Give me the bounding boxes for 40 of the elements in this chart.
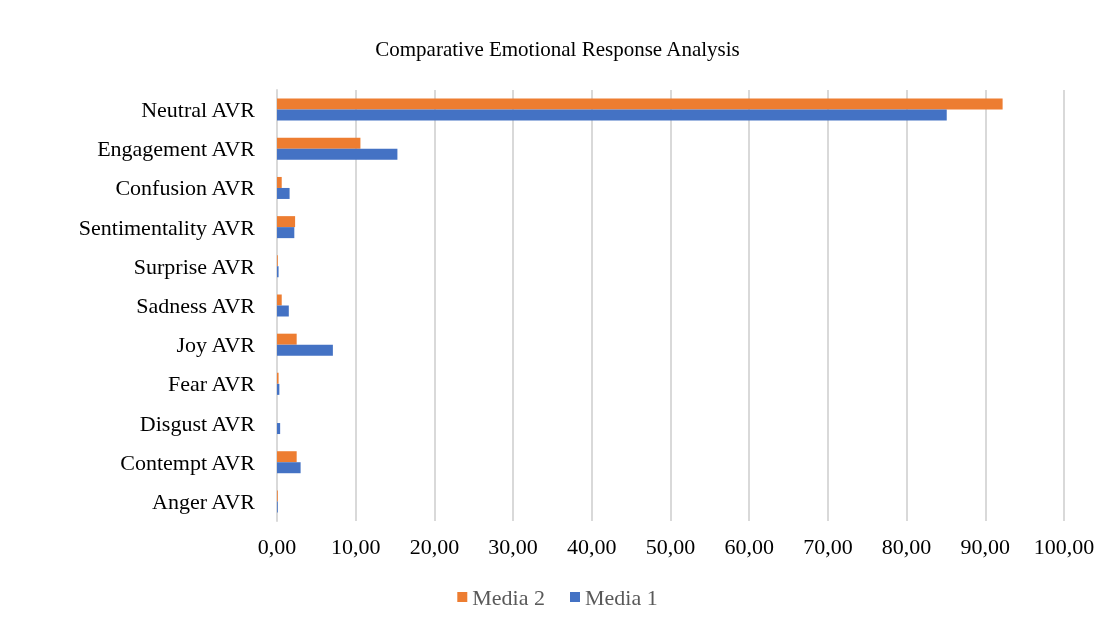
x-tick-label: 70,00 xyxy=(803,533,853,559)
bar xyxy=(277,451,297,463)
x-tick-label: 10,00 xyxy=(330,533,381,559)
bar xyxy=(277,423,281,435)
x-tick-label: 40,00 xyxy=(567,533,617,559)
y-tick-label: Joy AVR xyxy=(176,332,256,358)
bar xyxy=(277,216,296,228)
chart-title: Comparative Emotional Response Analysis xyxy=(375,36,740,61)
x-tick-label: 80,00 xyxy=(881,533,932,559)
bar xyxy=(277,187,290,199)
x-tick-label: 0,00 xyxy=(257,533,297,559)
x-tick-label: 50,00 xyxy=(645,533,696,559)
bar xyxy=(277,98,1003,110)
y-tick-label: Contempt AVR xyxy=(120,449,256,475)
x-tick-label: 100,00 xyxy=(1033,533,1095,559)
y-tick-label: Surprise AVR xyxy=(133,253,256,279)
x-tick-label: 20,00 xyxy=(409,533,460,559)
y-tick-label: Anger AVR xyxy=(152,488,256,514)
y-tick-label: Sentimentality AVR xyxy=(78,214,256,240)
y-tick-label: Engagement AVR xyxy=(97,136,256,162)
x-tick-label: 90,00 xyxy=(960,533,1011,559)
y-tick-label: Sadness AVR xyxy=(136,293,256,318)
x-tick-label: 30,00 xyxy=(488,533,538,559)
bar xyxy=(277,462,301,474)
bar xyxy=(277,148,398,160)
bar xyxy=(277,176,282,188)
legend-label: Media 2 xyxy=(472,584,545,610)
legend-label: Media 1 xyxy=(585,584,658,610)
y-tick-label: Disgust AVR xyxy=(139,410,256,436)
bar xyxy=(277,137,361,149)
bar xyxy=(277,333,297,345)
y-tick-label: Neutral AVR xyxy=(141,97,256,123)
bar xyxy=(277,227,295,239)
x-tick-label: 60,00 xyxy=(724,533,774,559)
bar xyxy=(277,109,947,121)
bar xyxy=(277,344,333,356)
bar xyxy=(277,294,282,306)
y-tick-label: Fear AVR xyxy=(168,371,256,397)
bar xyxy=(277,305,289,317)
y-tick-label: Confusion AVR xyxy=(115,175,256,201)
